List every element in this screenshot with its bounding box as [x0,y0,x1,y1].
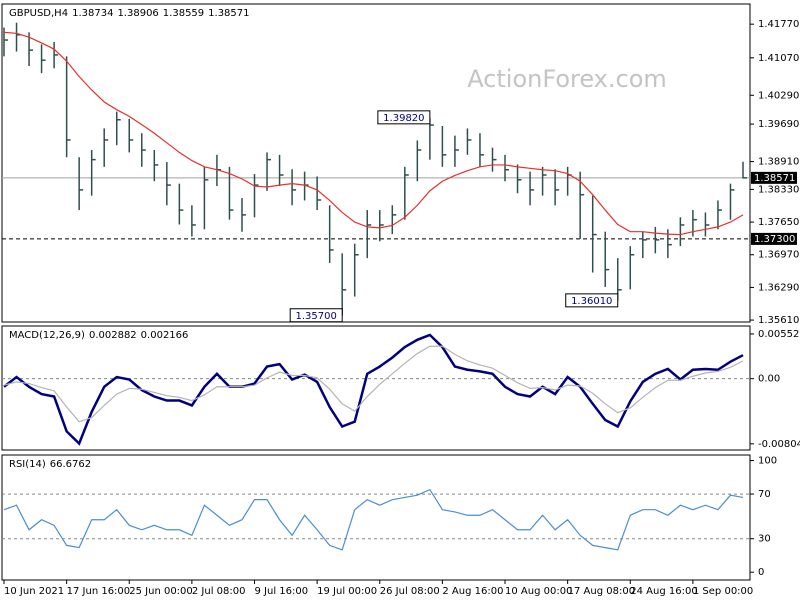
y-tick-label: 30 [758,534,771,545]
watermark: ActionForex.com [467,65,667,93]
price-label: 1.38571 [754,173,795,184]
x-tick-label: 17 Aug 08:00 [568,586,635,597]
y-tick-label: 1.38330 [758,184,799,195]
indicator-line [3,345,744,423]
annotation-label: 1.39820 [383,113,424,124]
ohlc-reading: 1.38906 [117,8,158,19]
x-tick-label: 2 Jul 08:00 [192,586,246,597]
x-tick-label: 10 Jun 2021 [4,586,64,597]
y-tick-label: 1.41070 [758,53,799,64]
price-label-box [751,232,797,245]
y-tick-label: 0.00552 [758,329,799,340]
ohlc-reading: 1.38559 [163,8,204,19]
annotation-label: 1.35700 [296,311,337,322]
x-tick-label: 9 Jul 16:00 [255,586,309,597]
indicator-reading: 0.002166 [141,330,189,341]
y-tick-label: 1.39690 [758,119,799,130]
panel-title: GBPUSD,H4 1.38734 1.38906 1.38559 1.38571 [9,8,250,19]
panel-title: MACD(12,26,9) 0.002882 0.002166 [9,330,188,341]
y-tick-label: 1.36290 [758,282,799,293]
x-tick-label: 1 Sep 00:00 [693,586,753,597]
x-tick-label: 10 Aug 00:00 [505,586,572,597]
y-tick-label: 0.00 [758,374,780,385]
x-tick-label: 17 Jun 16:00 [67,586,131,597]
annotation-label: 1.36010 [571,296,612,307]
price-label: 1.37300 [754,234,795,245]
y-tick-label: 1.40290 [758,90,799,101]
panel-frame [1,454,751,581]
y-tick-label: 1.36970 [758,250,799,261]
panel-frame [1,3,751,323]
x-tick-label: 24 Aug 16:00 [630,586,697,597]
panel-frame [1,325,751,451]
y-tick-label: 1.35610 [758,315,799,326]
annotation-box [289,308,343,323]
ohlc-reading: 1.38571 [208,8,249,19]
y-tick-label: 1.41770 [758,19,799,30]
annotation-box [565,293,619,308]
annotation-box [377,110,431,125]
y-tick-label: 1.37650 [758,217,799,228]
indicator-reading: 66.6762 [50,459,91,470]
y-tick-label: 0 [758,567,764,578]
panel-title: RSI(14) 66.6762 [9,459,91,470]
indicator-name: RSI(14) [9,459,46,470]
indicator-line [3,31,744,236]
ohlc-reading: 1.38734 [72,8,113,19]
y-tick-label: -0.00804 [758,439,800,450]
x-tick-label: 2 Aug 16:00 [442,586,503,597]
x-tick-label: 26 Jul 08:00 [380,586,440,597]
indicator-line [3,488,744,551]
x-tick-label: 19 Jul 00:00 [317,586,377,597]
y-tick-label: 1.38910 [758,157,799,168]
x-tick-label: 25 Jun 00:00 [129,586,193,597]
y-tick-label: 100 [758,456,777,467]
y-tick-label: 70 [758,489,771,500]
indicator-name: MACD(12,26,9) [9,330,85,341]
symbol: GBPUSD,H4 [9,8,68,19]
indicator-reading: 0.002882 [89,330,137,341]
indicator-line [3,333,744,446]
price-label-box [751,171,797,184]
